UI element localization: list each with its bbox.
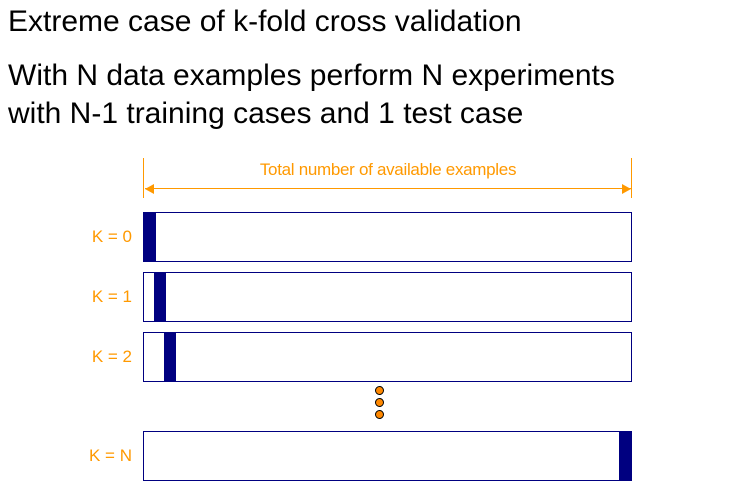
arrow-left-icon bbox=[145, 184, 154, 194]
heading-line-1: Extreme case of k-fold cross validation bbox=[8, 5, 522, 38]
span-line bbox=[145, 188, 631, 189]
test-block bbox=[154, 273, 166, 321]
fold-bar bbox=[143, 212, 632, 262]
fold-bar bbox=[143, 332, 632, 382]
body-line-3: with N-1 training cases and 1 test case bbox=[8, 97, 524, 130]
fold-label: K = 2 bbox=[91, 347, 132, 366]
fold-bar bbox=[143, 272, 632, 322]
ellipsis-dot bbox=[375, 386, 384, 395]
fold-row-k1: K = 1 bbox=[0, 272, 744, 322]
test-block bbox=[619, 432, 631, 480]
fold-row-k2: K = 2 bbox=[0, 332, 744, 382]
body-line-2: With N data examples perform N experimen… bbox=[8, 59, 615, 92]
fold-label: K = N bbox=[89, 446, 132, 465]
fold-label: K = 0 bbox=[91, 227, 132, 246]
span-tick-right bbox=[631, 158, 632, 198]
fold-bar bbox=[143, 431, 632, 481]
span-label: Total number of available examples bbox=[259, 160, 517, 179]
fold-row-kn: K = N bbox=[0, 431, 744, 481]
fold-label: K = 1 bbox=[91, 287, 132, 306]
ellipsis-dot bbox=[375, 410, 384, 419]
test-block bbox=[164, 333, 176, 381]
test-block bbox=[144, 213, 156, 261]
arrow-right-icon bbox=[622, 184, 631, 194]
span-tick-left bbox=[143, 158, 144, 198]
fold-row-k0: K = 0 bbox=[0, 212, 744, 262]
ellipsis-dot bbox=[375, 398, 384, 407]
